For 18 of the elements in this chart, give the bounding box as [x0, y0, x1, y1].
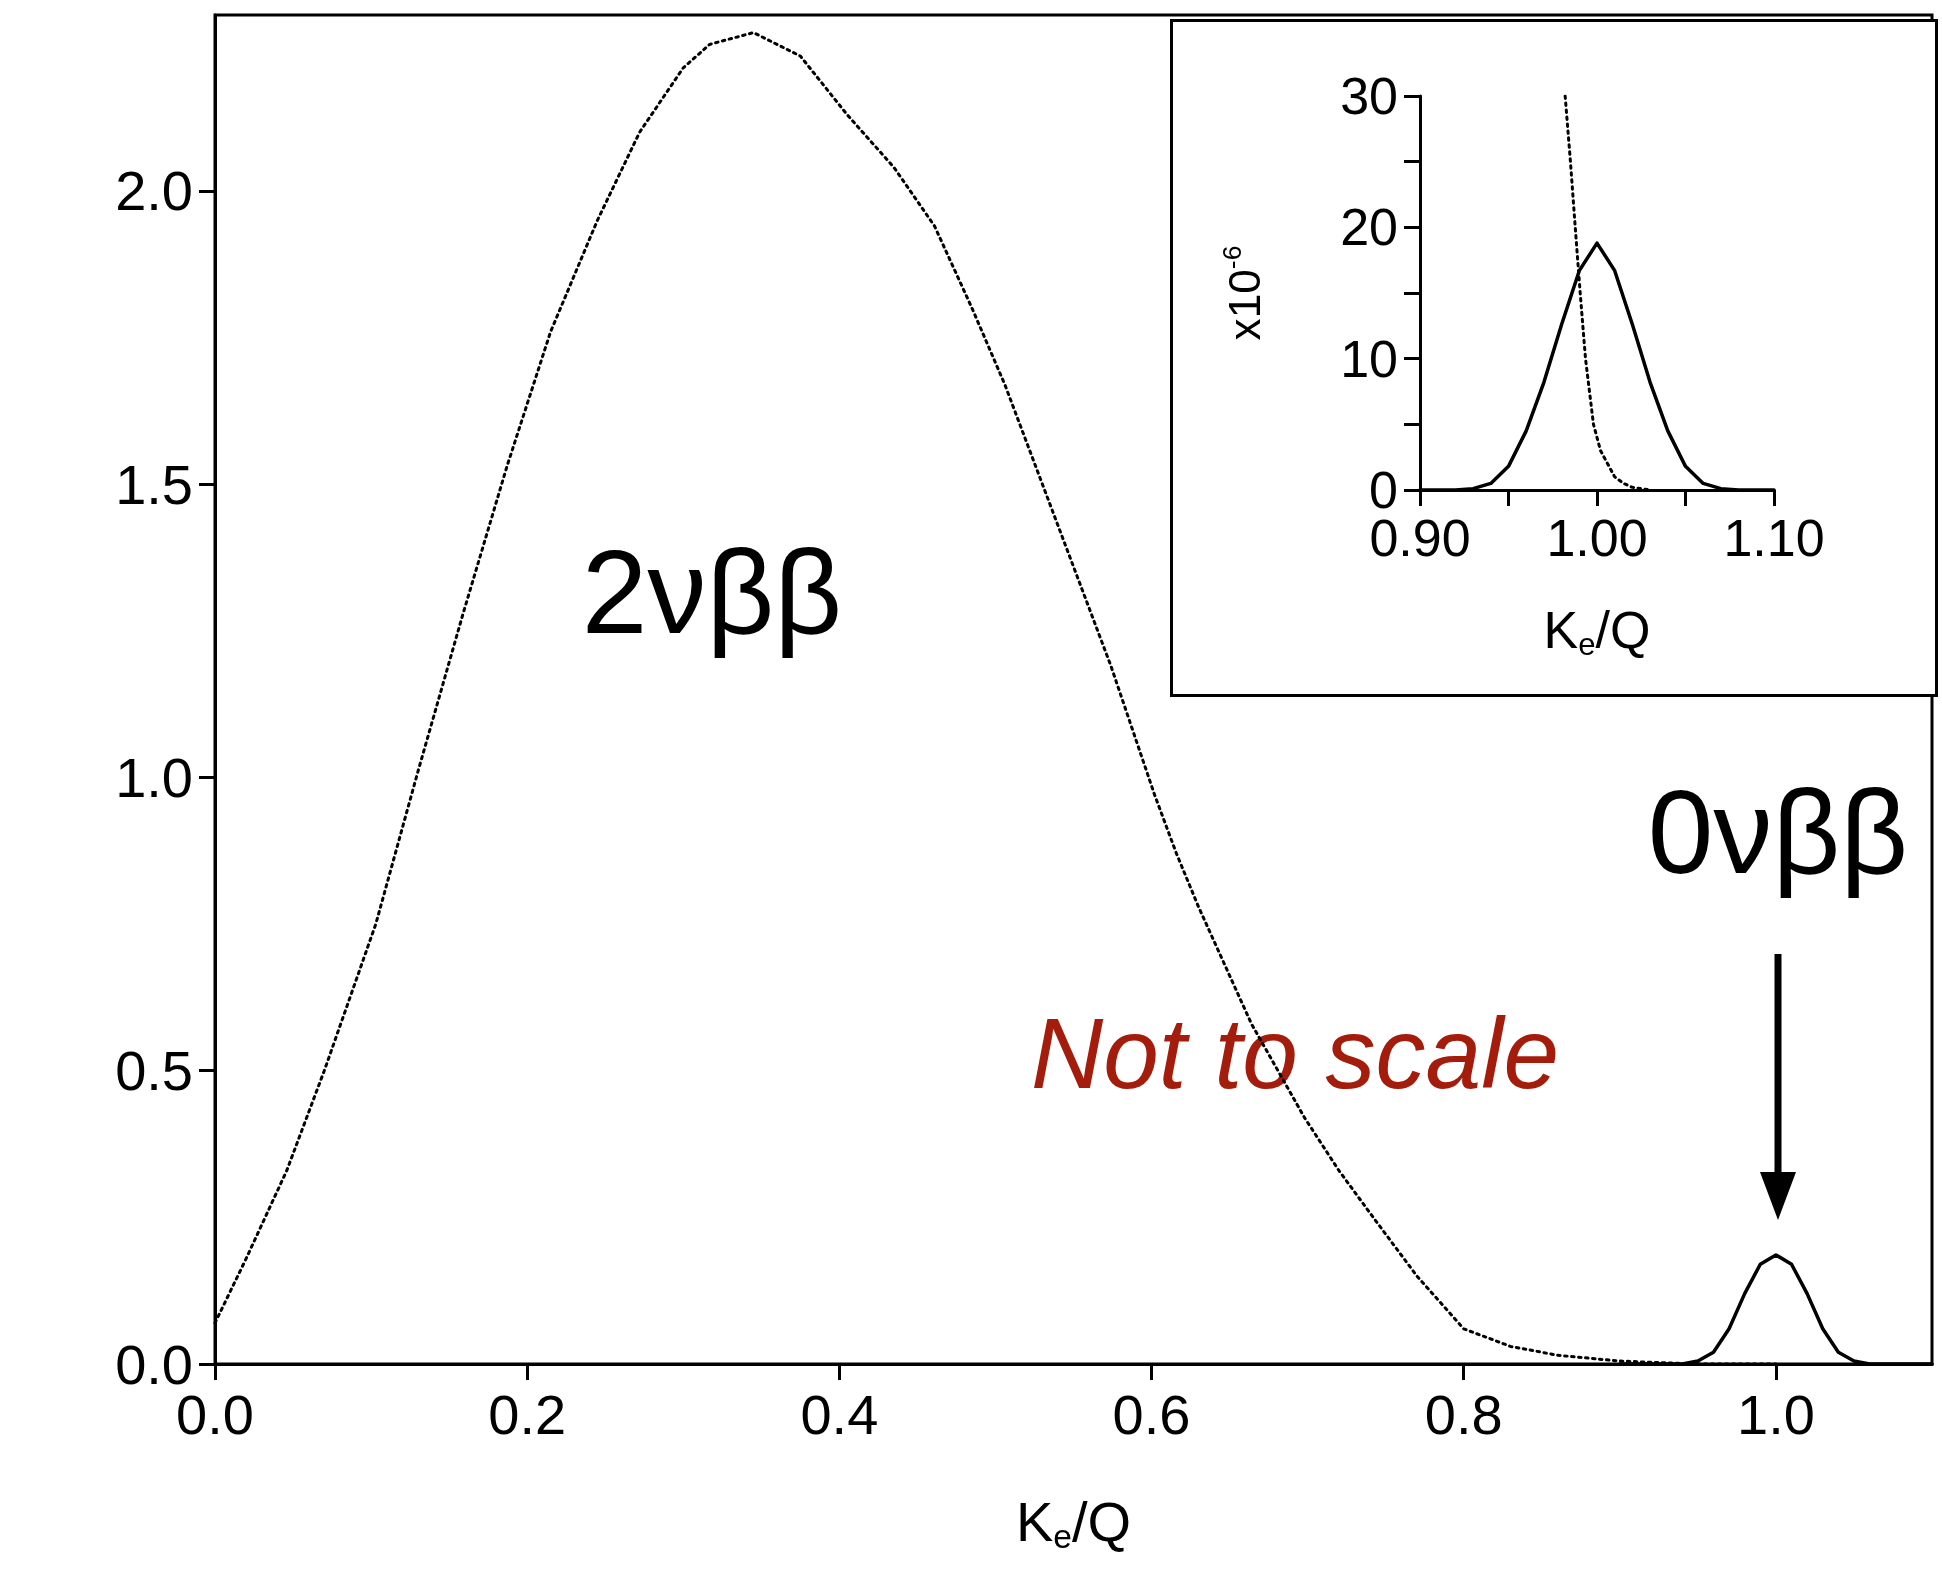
annotation: 2νββ: [581, 526, 843, 658]
y-tick-label: 2.0: [115, 159, 193, 223]
y-tick-label: 0.5: [115, 1039, 193, 1103]
y-tick-label: 1.0: [115, 745, 193, 809]
x-tick-label: 0.8: [1424, 1382, 1503, 1446]
y-tick-label: 20: [1340, 198, 1398, 257]
x-tick-label: 0.2: [488, 1382, 567, 1446]
y-tick-label: 30: [1340, 67, 1398, 125]
x-tick-label: 0.4: [800, 1382, 879, 1446]
x-tick-label: 0.6: [1112, 1382, 1191, 1446]
x-tick-label: 1.00: [1546, 509, 1648, 567]
x-tick-label: 1.0: [1736, 1382, 1815, 1446]
annotation: Not to scale: [1030, 997, 1560, 1109]
x-tick-label: 1.10: [1723, 509, 1825, 567]
y-axis-title: x10-6: [1217, 245, 1269, 341]
y-tick-label: 1.5: [115, 452, 193, 516]
annotation: 0νββ: [1647, 766, 1909, 898]
y-tick-label: 10: [1340, 329, 1398, 388]
